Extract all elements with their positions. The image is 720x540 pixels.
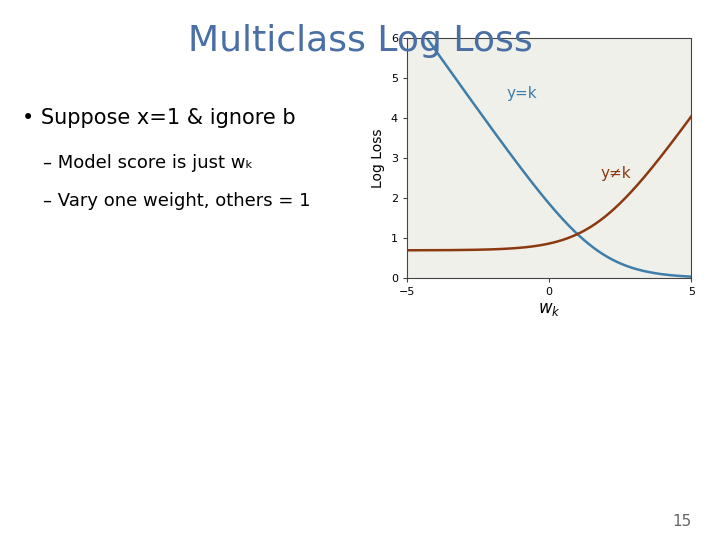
Text: Multiclass Log Loss: Multiclass Log Loss: [188, 24, 532, 58]
Y-axis label: Log Loss: Log Loss: [371, 128, 385, 188]
X-axis label: $w_k$: $w_k$: [538, 300, 560, 318]
Text: 15: 15: [672, 514, 691, 529]
Text: – Model score is just wₖ: – Model score is just wₖ: [43, 154, 253, 172]
Text: y≠k: y≠k: [600, 166, 631, 181]
Text: • Suppose x=1 & ignore b: • Suppose x=1 & ignore b: [22, 108, 295, 128]
Text: y=k: y=k: [506, 86, 537, 101]
Text: – Vary one weight, others = 1: – Vary one weight, others = 1: [43, 192, 311, 210]
